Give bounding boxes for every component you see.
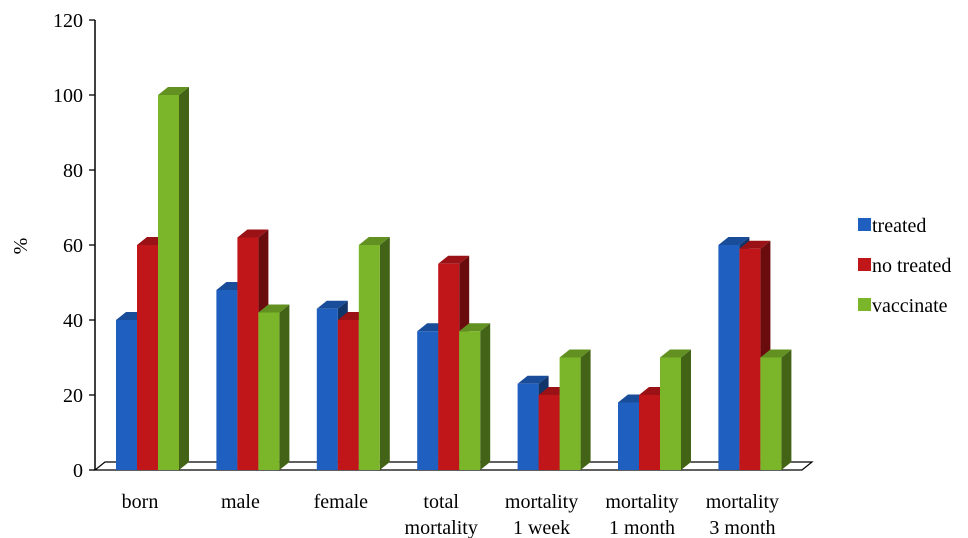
legend-swatch-vaccinate [858, 298, 871, 311]
bar-top [237, 229, 269, 238]
x-tick-label: female [314, 491, 369, 513]
bar-front [639, 395, 660, 470]
bar-vaccinate-0 [158, 87, 189, 470]
y-tick-label: 120 [53, 10, 83, 32]
bar-side [279, 304, 290, 470]
bar-front [459, 331, 481, 470]
y-tick-label: 0 [73, 460, 83, 482]
bar-vaccinate-2 [358, 237, 390, 470]
bar-front [739, 248, 761, 470]
x-tick-label: male [221, 491, 260, 513]
bar-side [681, 349, 691, 470]
legend-swatch-no-treated [858, 258, 871, 271]
bar-vaccinate-5 [660, 349, 691, 470]
bar-front [158, 95, 179, 470]
bar-top [739, 240, 771, 249]
bar-front [718, 245, 740, 470]
bars [116, 87, 792, 470]
y-tick-label: 20 [63, 385, 83, 407]
bar-front [559, 357, 581, 470]
bar-vaccinate-4 [559, 349, 591, 470]
bar-top [459, 323, 491, 332]
y-axis-label: % [10, 238, 32, 255]
x-tick-label: total [423, 491, 459, 513]
x-tick-label: mortality [505, 491, 578, 513]
bar-front [538, 395, 560, 470]
bar-front [358, 245, 380, 470]
x-tick-labels: born male female total mortality mortality 1 w… [122, 491, 779, 538]
x-tick-label: mortality [605, 491, 678, 513]
bar-front [316, 308, 338, 470]
bar-side [379, 237, 390, 470]
bar-top [559, 349, 591, 358]
bar-front [237, 237, 259, 470]
legend-label-vaccinate: vaccinate [872, 295, 948, 317]
legend-label-treated: treated [872, 215, 926, 237]
legend-swatch-treated [858, 218, 871, 231]
bar-top [438, 255, 470, 264]
bar-top [517, 375, 549, 384]
y-tick-label: 60 [63, 235, 83, 257]
bar-front [517, 383, 539, 470]
bar-vaccinate-3 [459, 323, 491, 470]
bar-top [258, 304, 290, 313]
bar-front [137, 245, 158, 470]
x-tick-label: mortality [706, 491, 779, 513]
bar-top [358, 237, 390, 245]
x-tick-label: 1 month [609, 517, 675, 538]
bar-side [580, 349, 591, 470]
y-tick-label: 100 [53, 85, 83, 107]
bar-top [718, 237, 750, 245]
legend-label-no-treated: no treated [872, 255, 951, 277]
x-tick-label: born [122, 491, 159, 513]
bar-front [660, 357, 681, 470]
bar-top [660, 349, 691, 358]
bar-front [216, 290, 238, 470]
x-tick-label: 3 month [709, 517, 775, 538]
bar-side [179, 87, 189, 470]
bar-top [316, 300, 348, 309]
bar-top [760, 349, 792, 358]
y-tick-label: 40 [63, 310, 83, 332]
bar-top [158, 87, 189, 95]
bar-vaccinate-6 [760, 349, 792, 470]
bar-front [438, 263, 460, 470]
bar-vaccinate-1 [258, 304, 290, 470]
bar-front [618, 402, 639, 470]
bar-front [337, 320, 359, 470]
bar-side [480, 323, 491, 470]
x-tick-label: 1 week [513, 517, 570, 538]
legend: treated no treated vaccinate [858, 215, 951, 317]
y-tick-label: 80 [63, 160, 83, 182]
bar-front [258, 312, 280, 470]
x-tick-label: mortality [405, 517, 478, 538]
bar-side [781, 349, 792, 470]
bar-front [760, 357, 782, 470]
bar-front [116, 320, 137, 470]
bar-front [417, 331, 439, 470]
